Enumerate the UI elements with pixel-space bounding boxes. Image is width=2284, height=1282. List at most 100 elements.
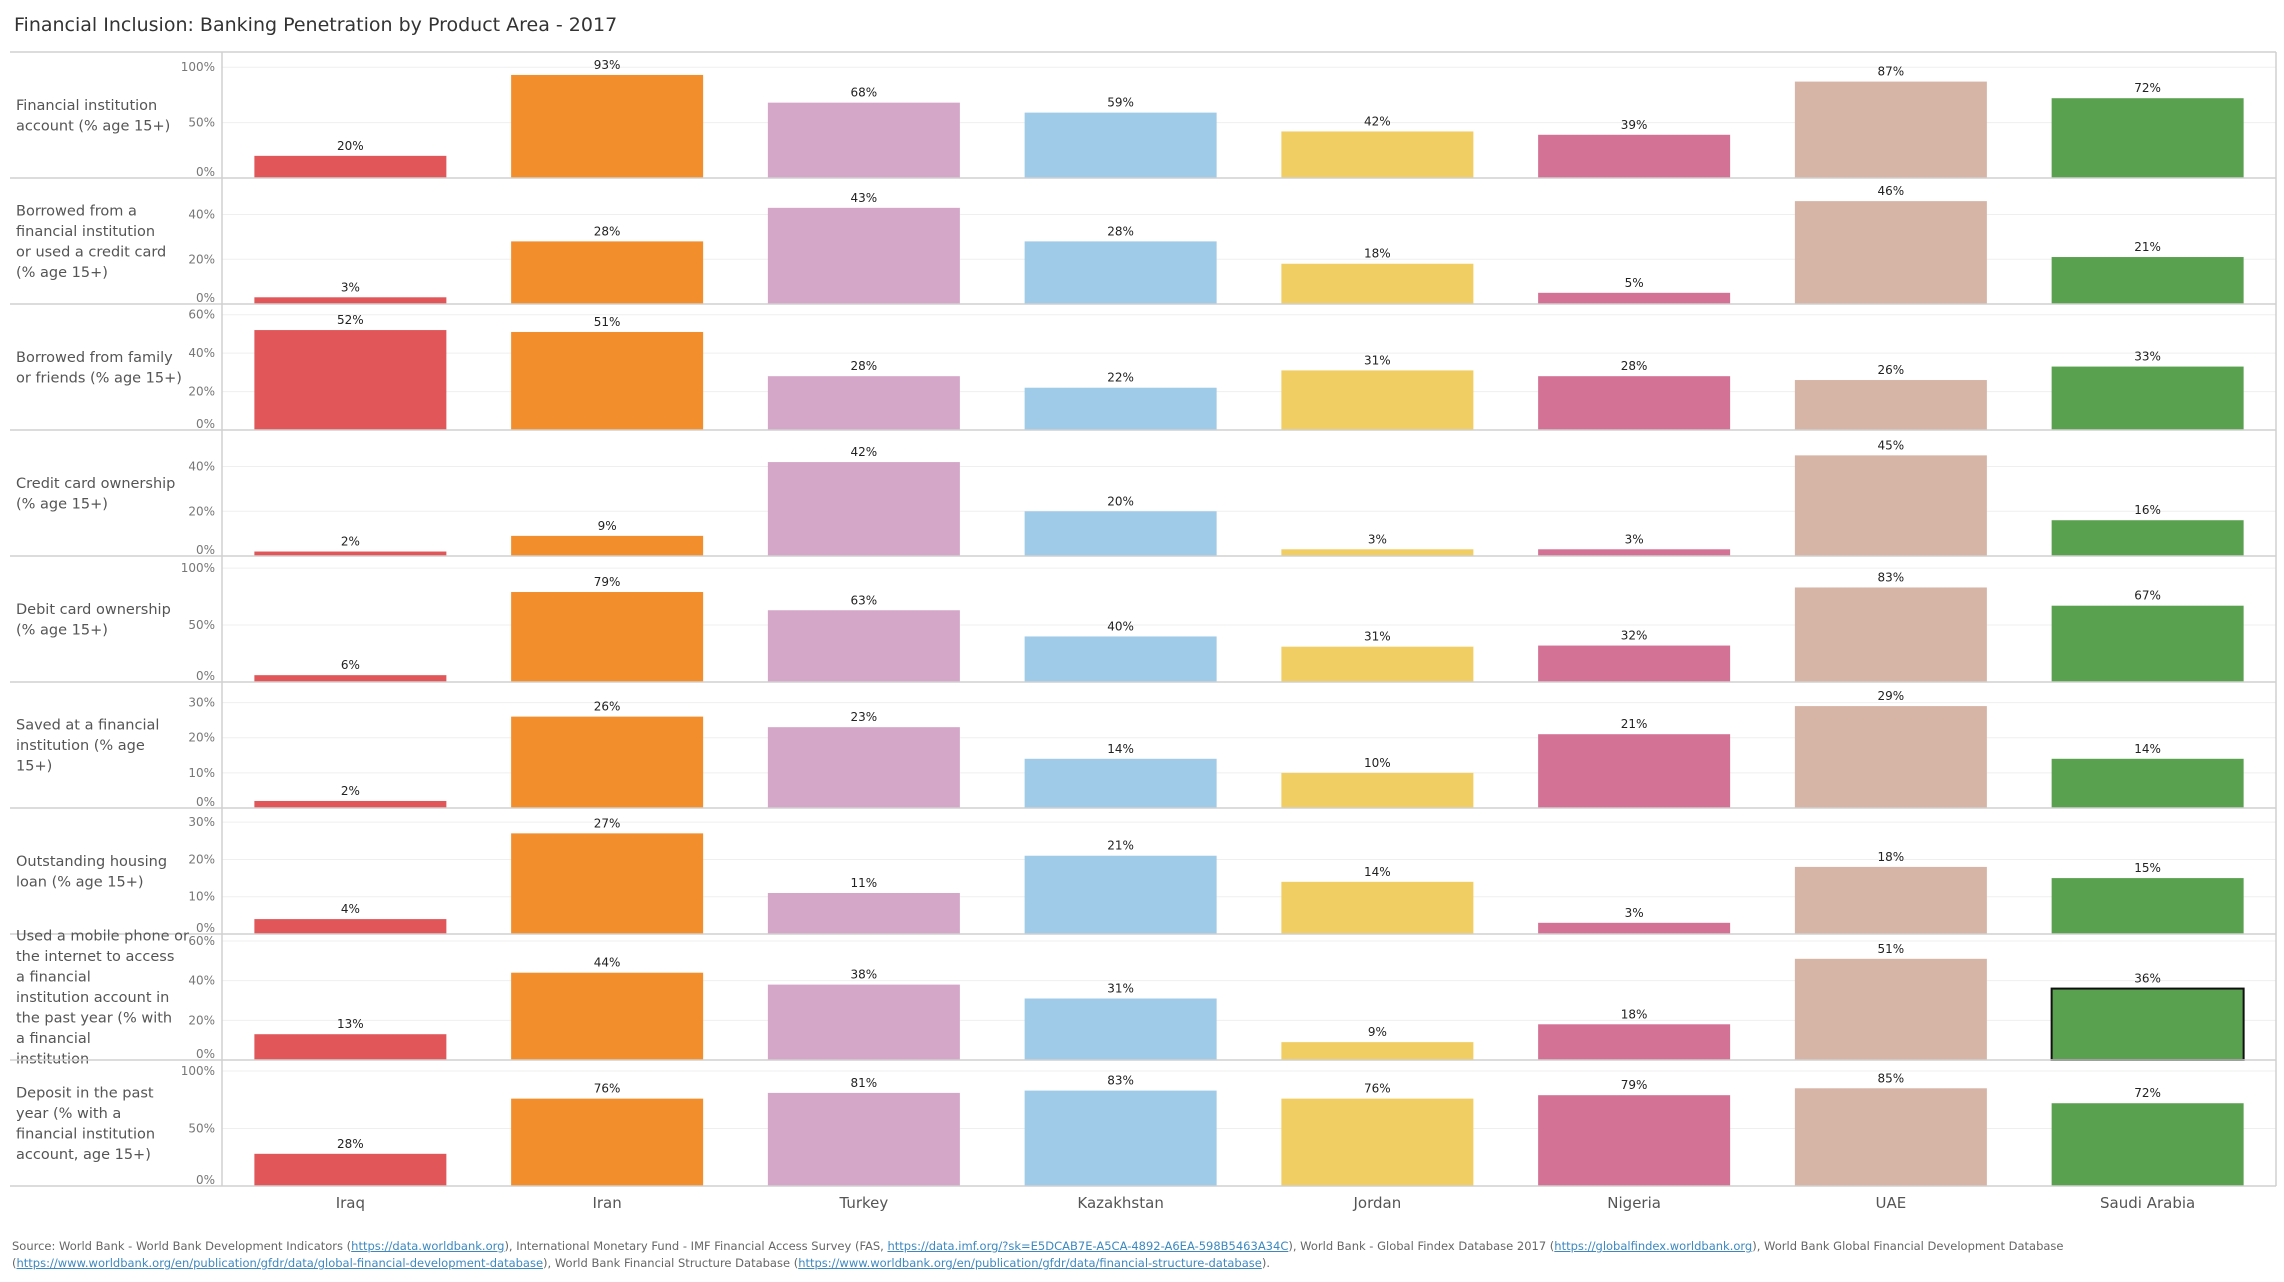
data-label: 83% — [1107, 1074, 1134, 1088]
y-tick-label: 50% — [188, 618, 215, 632]
data-label: 20% — [1107, 494, 1134, 508]
y-tick-label: 0% — [196, 795, 215, 809]
y-tick-label: 0% — [196, 543, 215, 557]
data-label: 72% — [2134, 1086, 2161, 1100]
bar-iraq — [254, 330, 447, 430]
data-label: 6% — [341, 658, 360, 672]
data-label: 36% — [2134, 972, 2161, 986]
row-label: Saved at a financial institution (% age 15… — [16, 718, 159, 775]
source-text: Source: World Bank - World Bank Developm… — [12, 1239, 352, 1253]
y-tick-label: 0% — [196, 1173, 215, 1187]
y-tick-label: 10% — [188, 890, 215, 904]
data-label: 42% — [851, 445, 878, 459]
data-label: 9% — [598, 519, 617, 533]
data-label: 4% — [341, 902, 360, 916]
y-tick-label: 40% — [188, 208, 215, 222]
bar-uae — [1794, 380, 1987, 430]
data-label: 93% — [594, 58, 621, 72]
source-link[interactable]: https://www.worldbank.org/en/publication… — [16, 1256, 544, 1270]
data-label: 28% — [1107, 224, 1134, 238]
bar-iran — [511, 1098, 704, 1186]
y-tick-label: 50% — [188, 1122, 215, 1136]
bar-nigeria — [1538, 376, 1731, 430]
data-label: 72% — [2134, 81, 2161, 95]
x-tick-label: Saudi Arabia — [2100, 1194, 2195, 1212]
data-label: 3% — [1625, 532, 1644, 546]
row-label: Deposit in the past year (% with a financi… — [16, 1085, 155, 1163]
bar-jordan — [1281, 881, 1474, 934]
data-label: 9% — [1368, 1025, 1387, 1039]
data-label: 76% — [1364, 1082, 1391, 1096]
data-label: 3% — [1368, 532, 1387, 546]
bar-turkey — [767, 207, 960, 304]
bar-kazakhstan — [1024, 636, 1217, 682]
data-label: 10% — [1364, 756, 1391, 770]
source-link[interactable]: https://globalfindex.worldbank.org — [1554, 1239, 1753, 1253]
y-tick-label: 60% — [188, 934, 215, 948]
data-label: 3% — [1625, 906, 1644, 920]
data-label: 67% — [2134, 589, 2161, 603]
data-label: 28% — [1621, 359, 1648, 373]
data-label: 59% — [1107, 96, 1134, 110]
bar-saudi-arabia — [2051, 605, 2244, 682]
bar-saudi-arabia — [2050, 987, 2245, 1061]
bar-iran — [511, 74, 704, 178]
y-tick-label: 20% — [188, 504, 215, 518]
source-link[interactable]: https://data.imf.org/?sk=E5DCAB7E-A5CA-4… — [887, 1239, 1289, 1253]
bar-iran — [511, 331, 704, 430]
y-tick-label: 0% — [196, 921, 215, 935]
bar-kazakhstan — [1024, 112, 1217, 178]
bar-kazakhstan — [1024, 758, 1217, 808]
y-tick-label: 30% — [188, 815, 215, 829]
data-label: 87% — [1878, 65, 1905, 79]
bar-jordan — [1281, 549, 1474, 556]
source-link[interactable]: https://www.worldbank.org/en/publication… — [798, 1256, 1262, 1270]
bar-nigeria — [1538, 1095, 1731, 1186]
bar-uae — [1794, 866, 1987, 934]
y-tick-label: 0% — [196, 1047, 215, 1061]
source-link[interactable]: https://data.worldbank.org — [351, 1239, 505, 1253]
bar-iran — [511, 833, 704, 934]
bar-iraq — [254, 1034, 447, 1060]
data-label: 63% — [851, 593, 878, 607]
bar-iraq — [254, 919, 447, 934]
data-label: 46% — [1878, 184, 1905, 198]
data-label: 21% — [1621, 717, 1648, 731]
row-label: Outstanding housing loan (% age 15+) — [16, 854, 167, 891]
source-text: ), World Bank Financial Structure Databa… — [543, 1256, 799, 1270]
bar-nigeria — [1538, 1024, 1731, 1060]
y-tick-label: 20% — [188, 252, 215, 266]
data-label: 26% — [594, 700, 621, 714]
bar-kazakhstan — [1024, 1090, 1217, 1186]
bar-iraq — [254, 800, 447, 808]
data-label: 3% — [341, 280, 360, 294]
x-tick-label: Turkey — [838, 1194, 888, 1212]
bar-uae — [1794, 706, 1987, 808]
bar-saudi-arabia — [2051, 98, 2244, 178]
x-tick-label: Jordan — [1353, 1194, 1402, 1212]
bar-jordan — [1281, 263, 1474, 304]
bar-kazakhstan — [1024, 855, 1217, 934]
bar-uae — [1794, 587, 1987, 682]
bar-jordan — [1281, 370, 1474, 430]
data-label: 33% — [2134, 350, 2161, 364]
bar-turkey — [767, 102, 960, 178]
data-label: 28% — [594, 224, 621, 238]
row-label: Credit card ownership (% age 15+) — [16, 476, 175, 513]
bar-iran — [511, 592, 704, 682]
data-label: 68% — [851, 86, 878, 100]
source-text: ), World Bank Global Financial Developme… — [12, 1239, 2064, 1270]
data-label: 45% — [1878, 438, 1905, 452]
data-label: 38% — [851, 968, 878, 982]
source-note: Source: World Bank - World Bank Developm… — [12, 1238, 2112, 1272]
data-label: 39% — [1621, 118, 1648, 132]
data-label: 14% — [1364, 865, 1391, 879]
bar-uae — [1794, 455, 1987, 556]
y-tick-label: 0% — [196, 669, 215, 683]
row-label: Debit card ownership (% age 15+) — [16, 602, 171, 639]
bar-saudi-arabia — [2051, 520, 2244, 556]
y-tick-label: 20% — [188, 731, 215, 745]
data-label: 43% — [851, 191, 878, 205]
data-label: 79% — [1621, 1078, 1648, 1092]
bar-iran — [511, 716, 704, 808]
